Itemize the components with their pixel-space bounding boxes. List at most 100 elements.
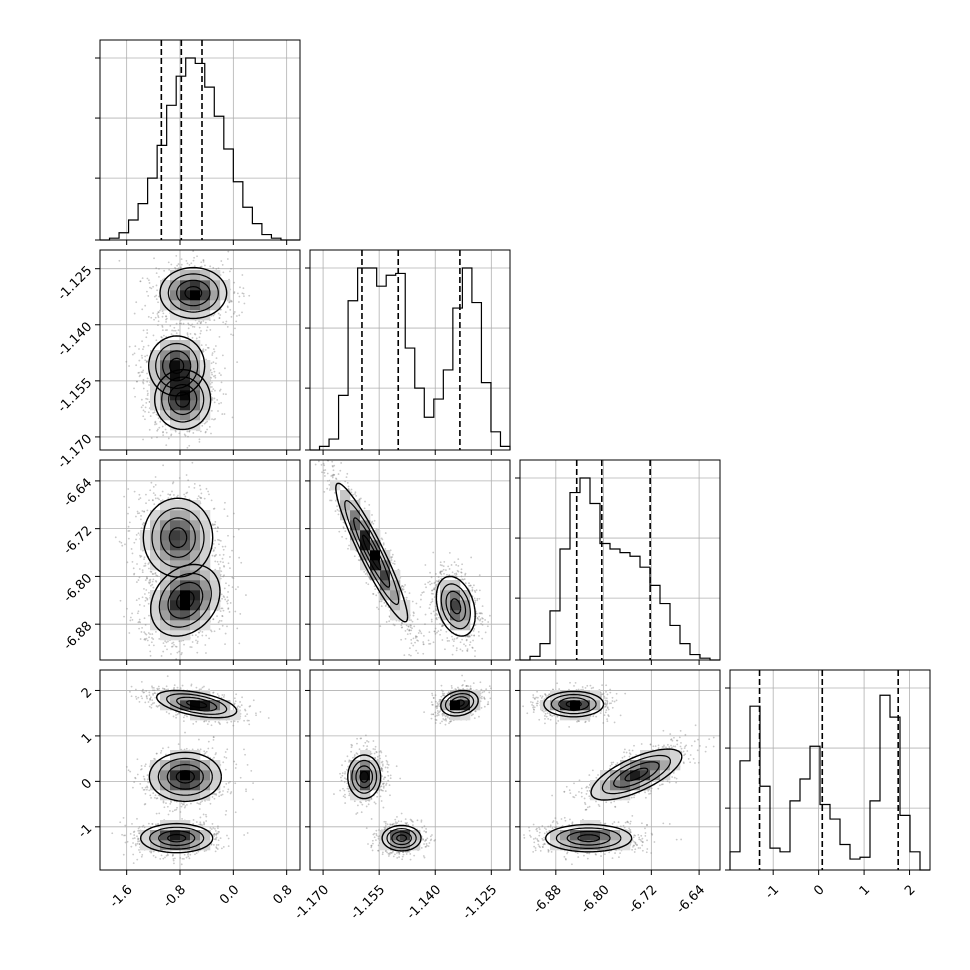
sample-point [610,702,612,705]
sample-point [396,816,398,818]
sample-point [474,601,477,604]
sample-point [152,499,154,502]
sample-point [137,621,140,624]
density-cell [170,500,181,511]
sample-point [404,590,406,593]
sample-point [138,620,141,623]
sample-point [199,322,202,325]
sample-point [222,393,225,395]
density-cell [160,820,171,831]
sample-point [215,793,218,796]
sample-point [330,499,333,502]
sample-point [434,632,437,635]
sample-point [675,781,678,784]
sample-point [218,543,220,546]
sample-point [544,722,546,725]
density-cell [620,830,631,841]
sample-point [133,352,136,355]
density-cell [150,350,161,361]
sample-point [223,574,225,577]
sample-point [227,781,230,784]
sample-point [190,683,193,686]
sample-point [603,822,606,825]
sample-point [214,418,217,420]
sample-point [384,790,387,792]
sample-point [464,574,466,576]
sample-point [149,578,152,581]
sample-point [469,685,472,688]
sample-point [545,831,548,833]
x-tick-label: -1.125 [460,882,500,922]
sample-point [408,629,411,632]
sample-point [581,686,584,688]
sample-point [588,805,591,808]
sample-point [606,693,609,696]
sample-point [219,308,222,311]
sample-point [657,787,660,790]
density-cell [170,380,181,391]
sample-point [479,618,482,621]
sample-point [466,650,469,652]
sample-point [443,572,445,575]
sample-point [460,571,463,574]
sample-point [121,544,124,547]
sample-point [387,763,390,766]
sample-point [144,765,146,768]
sample-point [138,568,141,570]
sample-point [474,710,477,713]
sample-point [145,633,148,636]
density-cell [350,510,361,521]
sample-point [431,589,433,592]
density-cell [160,540,171,551]
sample-point [341,772,344,775]
sample-point [339,772,341,775]
density-cell [180,420,191,431]
sample-point [539,846,541,849]
histogram-panel-4: -1 0 1 2 [725,669,931,902]
sample-point [136,758,139,761]
sample-point [647,789,650,792]
sample-point [162,801,165,804]
sample-point [226,834,228,837]
sample-point [170,645,173,648]
sample-point [683,754,685,757]
sample-point [662,729,665,732]
sample-point [226,596,229,599]
sample-point [469,584,472,587]
sample-point [151,583,154,586]
sample-point [385,759,388,762]
sample-point [526,712,529,715]
density-cell [190,500,201,511]
sample-point [463,578,466,580]
sample-point [451,653,454,656]
sample-point [614,852,616,854]
sample-point [354,491,357,494]
sample-point [376,791,379,794]
sample-point [180,258,183,261]
sample-point [481,617,483,619]
sample-point [339,789,341,792]
sample-point [342,787,344,790]
sample-point [350,491,353,494]
sample-point [152,692,154,695]
sample-point [164,640,167,643]
density-cell [170,520,181,531]
sample-point [165,245,167,247]
density-cell [620,760,631,771]
sample-point [175,322,178,325]
density-cell [660,760,671,771]
sample-point [176,651,179,654]
sample-point [199,823,202,826]
sample-point [226,748,229,751]
sample-point [549,714,552,717]
sample-point [333,473,336,476]
sample-point [552,820,555,822]
density-cell [180,610,191,621]
sample-point [226,306,229,309]
density-cell [180,400,191,411]
sample-point [237,705,240,708]
sample-point [163,269,166,272]
sample-point [199,801,202,804]
density-cell [190,620,201,631]
